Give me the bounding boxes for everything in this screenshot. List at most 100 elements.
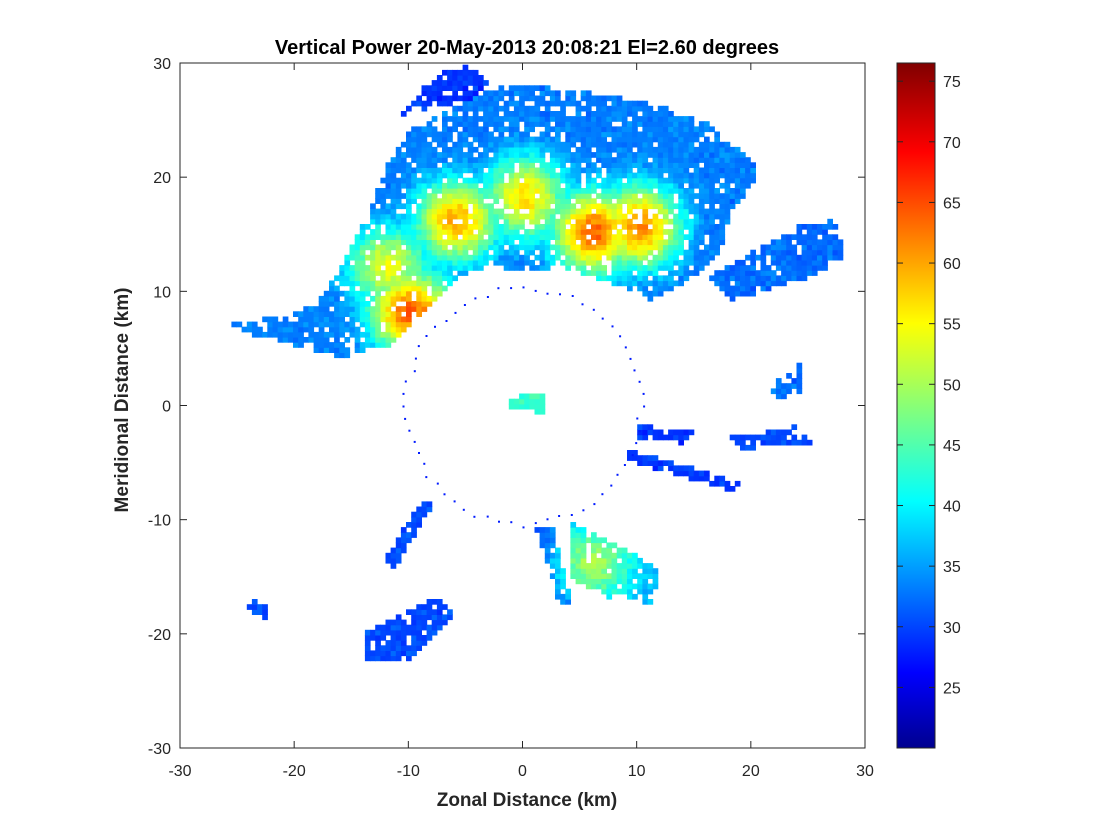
echo-cell	[570, 90, 577, 97]
echo-cell	[534, 224, 541, 230]
echo-cell	[601, 95, 607, 102]
echo-cell	[339, 326, 345, 333]
echo-cell	[498, 121, 505, 127]
echo-cell	[704, 182, 710, 189]
echo-cell	[349, 326, 356, 333]
echo-cell	[447, 280, 453, 287]
echo-cell	[734, 162, 741, 168]
echo-cell	[698, 259, 705, 266]
echo-cell	[637, 249, 643, 256]
echo-cell	[375, 331, 381, 338]
echo-cell	[359, 224, 366, 230]
echo-cell	[627, 588, 633, 595]
echo-cell	[575, 254, 582, 261]
echo-cell	[544, 100, 551, 107]
echo-cell	[467, 254, 474, 261]
echo-cell	[642, 599, 649, 605]
echo-cell	[472, 116, 479, 122]
echo-cell	[513, 172, 520, 179]
echo-cell	[472, 69, 479, 76]
echo-cell	[611, 234, 618, 240]
echo-cell	[508, 229, 515, 235]
echo-cell	[483, 157, 489, 163]
echo-cell	[344, 306, 351, 312]
echo-cell	[431, 254, 438, 261]
echo-cell	[472, 146, 479, 153]
echo-cell	[606, 95, 613, 102]
echo-cell	[534, 208, 541, 215]
echo-cell	[478, 75, 484, 81]
echo-cell	[436, 136, 443, 143]
echo-cell	[719, 285, 726, 292]
echo-cell	[575, 193, 582, 199]
echo-cell	[601, 568, 607, 574]
echo-cell	[791, 249, 798, 256]
echo-cell	[781, 270, 787, 276]
echo-cell	[442, 254, 448, 261]
echo-cell	[555, 141, 561, 148]
echo-cell	[524, 398, 530, 405]
echo-cell	[380, 337, 387, 343]
echo-cell	[693, 208, 700, 215]
echo-cell	[596, 563, 602, 569]
echo-cell	[647, 203, 654, 210]
echo-cell	[734, 157, 741, 163]
echo-cell	[395, 326, 402, 333]
echo-cell	[524, 152, 530, 158]
echo-cell	[354, 326, 361, 333]
echo-cell	[724, 270, 731, 276]
echo-cell	[457, 116, 464, 122]
echo-cell	[421, 193, 428, 199]
echo-cell	[611, 249, 618, 256]
echo-cell	[359, 331, 366, 338]
echo-cell	[344, 275, 351, 282]
echo-cell	[478, 188, 484, 194]
echo-cell	[375, 295, 381, 302]
echo-cell	[555, 182, 561, 189]
echo-cell	[570, 234, 577, 240]
echo-cell	[616, 162, 623, 168]
echo-cell	[375, 265, 381, 271]
echo-cell	[755, 434, 762, 441]
echo-cell	[601, 578, 607, 585]
echo-cell	[698, 182, 705, 189]
echo-cell	[791, 424, 798, 430]
echo-cell	[801, 224, 808, 230]
echo-cell	[750, 285, 756, 292]
echo-cell	[318, 316, 325, 323]
echo-cell	[575, 198, 582, 204]
echo-cell	[724, 172, 731, 179]
echo-cell	[447, 75, 453, 81]
echo-cell	[621, 172, 628, 179]
echo-cell	[436, 75, 443, 81]
echo-cell	[642, 429, 649, 436]
echo-cell	[570, 116, 577, 122]
echo-cell	[406, 182, 412, 189]
echo-cell	[616, 126, 623, 133]
echo-cell	[483, 203, 489, 210]
echo-cell	[431, 239, 438, 246]
clutter-point	[423, 462, 426, 465]
echo-cell	[765, 270, 772, 276]
echo-cell	[621, 167, 628, 174]
echo-cell	[472, 80, 479, 86]
echo-cell	[400, 141, 407, 148]
clutter-point	[462, 508, 465, 511]
echo-cell	[734, 434, 741, 441]
echo-cell	[529, 213, 535, 220]
echo-cell	[411, 614, 417, 621]
echo-cell	[323, 316, 330, 323]
echo-cell	[478, 208, 484, 215]
echo-cell	[416, 609, 422, 615]
echo-cell	[642, 290, 649, 297]
echo-cell	[683, 136, 690, 143]
echo-cell	[611, 157, 618, 163]
echo-cell	[806, 259, 813, 266]
echo-cell	[688, 244, 695, 251]
echo-cell	[611, 578, 618, 585]
echo-cell	[385, 316, 392, 323]
echo-cell	[606, 563, 613, 569]
echo-cell	[262, 609, 268, 615]
echo-cell	[472, 182, 479, 189]
echo-cell	[385, 321, 392, 328]
